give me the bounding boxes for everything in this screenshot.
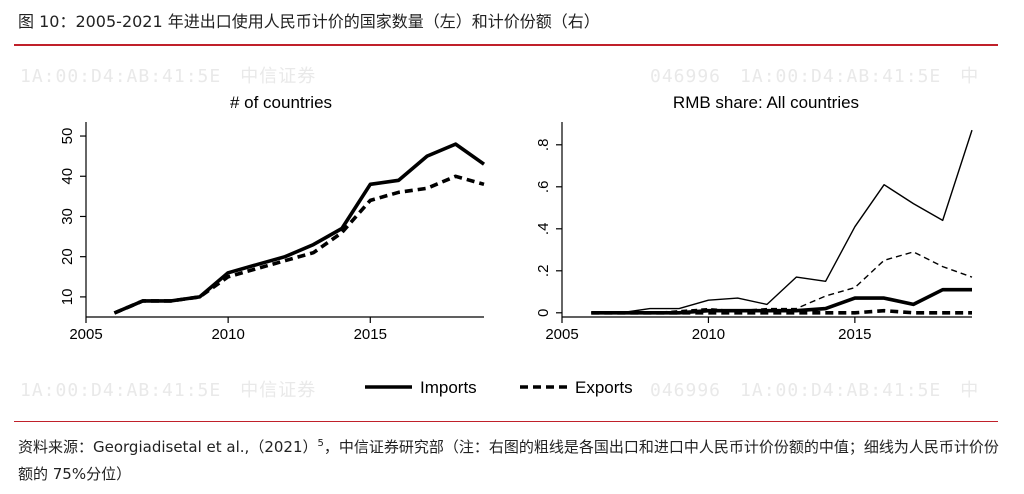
source-prefix: 资料来源：Georgiadisetal et al.,（2021） <box>18 438 318 456</box>
chart-panel-1: # of countries 10 20 30 40 50 2005 2010 2015 <box>59 93 486 343</box>
series-line-imports <box>113 142 486 315</box>
chart-panel-2: RMB share: All countries 0 .2 .4 .6 .8 2005 201… <box>535 93 973 343</box>
x-tick-label: 2005 <box>69 326 102 343</box>
y-tick-label: 10 <box>59 289 76 306</box>
panel-title: # of countries <box>230 93 332 112</box>
y-tick-label: .6 <box>535 181 552 194</box>
legend-exports-label: Exports <box>575 378 633 397</box>
series-line-exports-median <box>591 308 972 315</box>
source-note: 资料来源：Georgiadisetal et al.,（2021）5，中信证券研… <box>18 430 1008 488</box>
figure-title: 图 10：2005-2021 年进出口使用人民币计价的国家数量（左）和计价份额（… <box>18 12 600 31</box>
watermark-text: 1A:00:D4:AB:41:5E 中信证券 <box>20 66 317 87</box>
x-tick-label: 2010 <box>692 326 725 343</box>
title-divider <box>14 44 998 46</box>
x-tick-label: 2005 <box>545 326 578 343</box>
series-line-exports-75th-percentile <box>591 251 973 314</box>
x-tick-label: 2015 <box>354 326 387 343</box>
y-tick-label: 20 <box>59 248 76 265</box>
series-line-exports <box>113 174 485 315</box>
watermark-text: 046996 1A:00:D4:AB:41:5E 中 <box>650 380 980 401</box>
legend: Imports Exports <box>365 378 633 397</box>
y-tick-label: 0 <box>535 309 552 317</box>
legend-imports-label: Imports <box>420 378 477 397</box>
watermark-text: 046996 1A:00:D4:AB:41:5E 中 <box>650 66 980 87</box>
series-line-imports-75th-percentile <box>591 129 973 314</box>
y-tick-label: 40 <box>59 168 76 185</box>
watermark-text: 1A:00:D4:AB:41:5E 中信证券 <box>20 380 317 401</box>
source-divider <box>14 421 998 422</box>
x-tick-label: 2015 <box>838 326 871 343</box>
y-tick-label: 50 <box>59 128 76 145</box>
y-tick-label: .2 <box>535 265 552 278</box>
source-footnote-mark: 5 <box>317 438 324 449</box>
y-tick-label: 30 <box>59 208 76 225</box>
y-tick-label: .8 <box>535 139 552 152</box>
x-tick-label: 2010 <box>211 326 244 343</box>
panel-title: RMB share: All countries <box>673 93 859 112</box>
y-tick-label: .4 <box>535 223 552 236</box>
source-suffix: ，中信证券研究部（注：右图的粗线是各国出口和进口中人民币计价份额的中值；细线为人… <box>18 438 999 483</box>
